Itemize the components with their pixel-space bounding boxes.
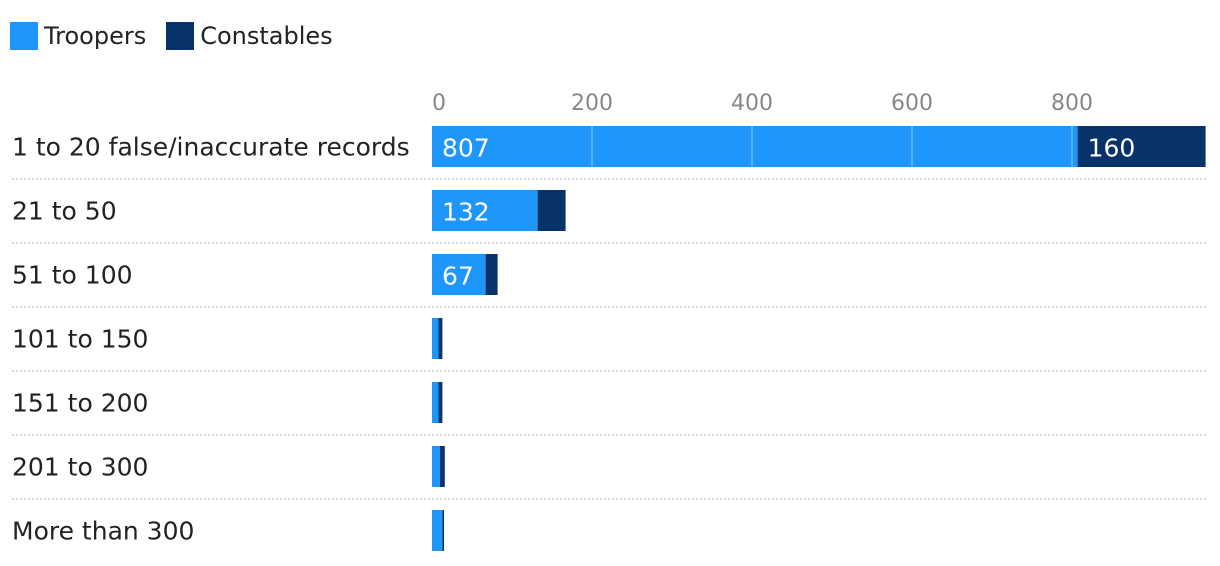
- bar-constables: [440, 446, 445, 487]
- data-label: 67: [442, 262, 474, 291]
- bar-troopers: [432, 446, 440, 487]
- bar-constables: [485, 254, 498, 295]
- x-tick-label: 400: [731, 91, 773, 116]
- legend-item-constables: Constables: [166, 22, 333, 50]
- category-label: 21 to 50: [12, 197, 117, 226]
- category-label: 51 to 100: [12, 261, 133, 290]
- legend-label-troopers: Troopers: [44, 22, 147, 50]
- bar-constables: [1077, 126, 1206, 167]
- x-tick-label: 200: [571, 91, 613, 116]
- bar-constables: [442, 510, 444, 551]
- category-label: More than 300: [12, 517, 194, 546]
- legend-swatch-troopers: [10, 22, 38, 50]
- data-label: 132: [442, 198, 490, 227]
- category-label: 1 to 20 false/inaccurate records: [12, 133, 410, 162]
- x-tick-label: 600: [891, 91, 933, 116]
- x-tick-label: 0: [432, 91, 446, 116]
- data-label: 807: [442, 134, 490, 163]
- category-label: 101 to 150: [12, 325, 148, 354]
- bar-constables: [438, 382, 443, 423]
- bar-constables: [438, 318, 443, 359]
- bar-troopers: [432, 510, 443, 551]
- legend-item-troopers: Troopers: [10, 22, 146, 50]
- x-tick-label: 800: [1051, 91, 1093, 116]
- bar-troopers: [432, 254, 486, 295]
- category-label: 201 to 300: [12, 453, 148, 482]
- bar-constables: [537, 190, 566, 231]
- bar-troopers: [432, 190, 538, 231]
- legend: Troopers Constables: [10, 22, 353, 50]
- bar-troopers: [432, 318, 439, 359]
- bar-troopers: [432, 126, 1078, 167]
- data-label: 160: [1088, 134, 1136, 163]
- bar-troopers: [432, 382, 439, 423]
- category-label: 151 to 200: [12, 389, 148, 418]
- legend-swatch-constables: [166, 22, 195, 50]
- legend-label-constables: Constables: [200, 22, 333, 50]
